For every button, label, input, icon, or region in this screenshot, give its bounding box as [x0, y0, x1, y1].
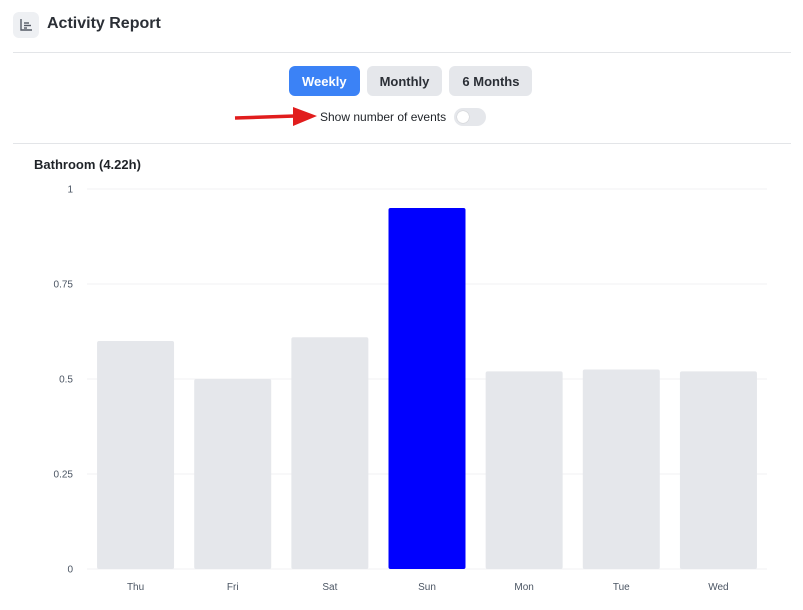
y-tick-label: 0.5	[59, 375, 73, 386]
y-tick-label: 1	[67, 185, 73, 196]
chart-title: Bathroom (4.22h)	[34, 157, 141, 172]
x-tick-label: Tue	[613, 582, 630, 593]
y-tick-label: 0.75	[54, 280, 74, 291]
bar-wed[interactable]	[679, 371, 757, 569]
section-divider	[13, 143, 791, 144]
show-events-toggle[interactable]	[454, 108, 487, 126]
y-tick-label: 0	[67, 565, 73, 576]
bar-sun[interactable]	[388, 208, 466, 569]
tab-6-months[interactable]: 6 Months	[449, 66, 533, 96]
y-tick-label: 0.25	[54, 470, 74, 481]
x-tick-label: Sat	[322, 582, 337, 593]
show-events-label: Show number of events	[320, 110, 447, 124]
x-tick-label: Wed	[708, 582, 728, 593]
bar-fri[interactable]	[194, 379, 272, 569]
toggle-knob	[457, 111, 470, 123]
x-tick-label: Sun	[418, 582, 436, 593]
x-tick-label: Fri	[227, 582, 239, 593]
show-events-toggle-row: Show number of events	[320, 108, 487, 126]
chart-icon[interactable]	[13, 12, 39, 38]
header-divider	[13, 52, 791, 53]
tab-weekly[interactable]: Weekly	[289, 66, 360, 96]
period-tabs: Weekly Monthly 6 Months	[289, 66, 533, 96]
bar-tue[interactable]	[582, 369, 660, 570]
x-tick-label: Mon	[514, 582, 533, 593]
tab-monthly[interactable]: Monthly	[366, 66, 443, 96]
bar-mon[interactable]	[485, 371, 563, 569]
chart-icon-glyph	[20, 19, 32, 31]
bar-sat[interactable]	[291, 337, 369, 569]
annotation-arrow-icon	[234, 107, 317, 126]
page-title: Activity Report	[47, 15, 161, 32]
bar-thu[interactable]	[97, 341, 175, 569]
header: Activity Report	[0, 0, 803, 52]
x-tick-label: Thu	[127, 582, 144, 593]
